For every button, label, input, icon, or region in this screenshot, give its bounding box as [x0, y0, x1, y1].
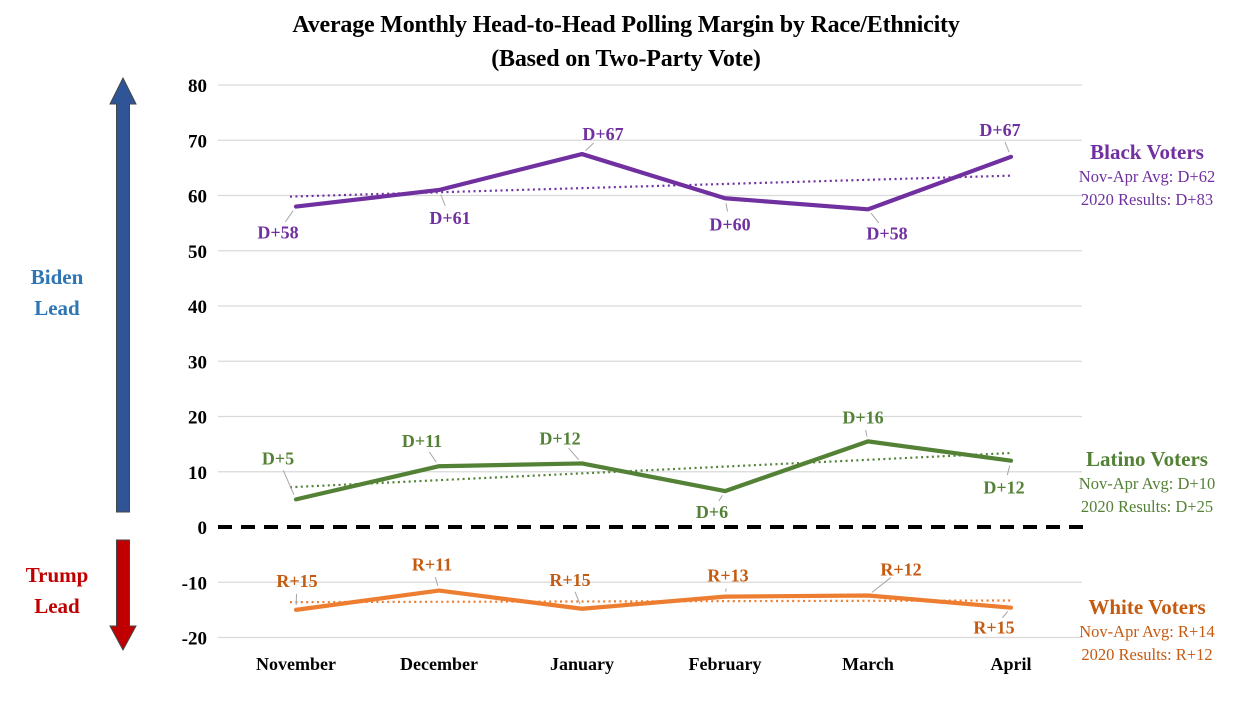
- data-label: R+15: [276, 571, 317, 591]
- trump-lead-annotation: Trump Lead: [2, 560, 112, 622]
- x-tick-label: January: [550, 654, 614, 674]
- data-label-leader: [718, 495, 723, 502]
- biden-lead-line1: Biden: [30, 265, 84, 289]
- x-tick-label: March: [842, 654, 894, 674]
- x-tick-label: February: [689, 654, 762, 674]
- chart-subtitle: (Based on Two-Party Vote): [491, 46, 761, 72]
- legend-black-voters: Black Voters Nov-Apr Avg: D+62 2020 Resu…: [1054, 140, 1240, 211]
- y-tick-label: 80: [188, 76, 207, 97]
- data-label-leader: [282, 470, 295, 495]
- data-label-leader: [574, 591, 581, 605]
- y-tick-label: 10: [188, 463, 207, 484]
- data-label: D+67: [582, 124, 623, 144]
- data-label-leader: [725, 203, 729, 212]
- legend-white-avg: Nov-Apr Avg: R+14: [1079, 622, 1215, 641]
- series-line-black-voters: [293, 151, 1014, 212]
- data-label: D+12: [983, 478, 1024, 498]
- trump-lead-line1: Trump: [25, 563, 89, 587]
- data-label: R+11: [412, 555, 452, 575]
- x-tick-label: December: [400, 654, 478, 674]
- data-label-leader: [428, 451, 437, 463]
- legend-white-results: 2020 Results: R+12: [1081, 645, 1213, 664]
- legend-white-voters: White Voters Nov-Apr Avg: R+14 2020 Resu…: [1054, 595, 1240, 666]
- data-label: D+60: [709, 214, 750, 234]
- data-label: D+67: [979, 120, 1020, 140]
- data-label-leader: [870, 212, 880, 224]
- data-label: R+15: [549, 570, 590, 590]
- legend-latino-avg: Nov-Apr Avg: D+10: [1078, 474, 1216, 493]
- data-label: D+61: [429, 208, 470, 228]
- data-label-leader: [871, 577, 892, 593]
- data-label-leader: [865, 429, 868, 437]
- data-label: D+6: [696, 502, 728, 522]
- data-label: R+15: [973, 618, 1014, 638]
- series-line-white-voters: [293, 588, 1014, 612]
- data-label: R+12: [880, 560, 921, 580]
- y-tick-label: 50: [188, 242, 207, 263]
- data-label-leader: [1004, 141, 1010, 153]
- y-tick-label: 30: [188, 352, 207, 373]
- legend-black-results: 2020 Results: D+83: [1080, 190, 1214, 209]
- data-label: R+13: [707, 566, 748, 586]
- data-label-leader: [568, 447, 580, 461]
- data-label: D+58: [866, 223, 907, 243]
- trendline-white-voters: [289, 599, 1013, 604]
- trump-lead-arrow: [109, 539, 137, 652]
- x-tick-label: November: [256, 654, 336, 674]
- data-label: D+58: [257, 223, 298, 243]
- chart-title-block: Average Monthly Head-to-Head Polling Mar…: [0, 8, 1252, 76]
- x-tick-label: April: [990, 654, 1031, 674]
- trendline-latino-voters: [289, 451, 1013, 489]
- data-label-leader: [1002, 611, 1009, 619]
- legend-latino-heading: Latino Voters: [1086, 447, 1208, 471]
- y-tick-label: 20: [188, 408, 207, 429]
- y-tick-label: 70: [188, 131, 207, 152]
- data-label: D+5: [262, 448, 294, 468]
- legend-latino-results: 2020 Results: D+25: [1080, 497, 1214, 516]
- data-label-leader: [585, 142, 594, 151]
- data-label: D+12: [539, 428, 580, 448]
- y-tick-label: 40: [188, 297, 207, 318]
- data-label-leader: [440, 194, 446, 207]
- data-label-leader: [434, 576, 439, 586]
- chart-title: Average Monthly Head-to-Head Polling Mar…: [292, 12, 960, 38]
- data-label-leader: [284, 210, 294, 223]
- y-tick-label: 60: [188, 187, 207, 208]
- y-tick-label: 0: [198, 518, 208, 539]
- legend-white-heading: White Voters: [1088, 595, 1206, 619]
- data-label-leader: [1006, 465, 1011, 476]
- y-tick-label: -10: [182, 573, 207, 594]
- biden-lead-line2: Lead: [34, 296, 80, 320]
- legend-black-avg: Nov-Apr Avg: D+62: [1078, 167, 1216, 186]
- legend-black-heading: Black Voters: [1090, 140, 1204, 164]
- series-line-latino-voters: [293, 439, 1014, 502]
- data-label: D+11: [402, 431, 442, 451]
- trump-lead-line2: Lead: [34, 594, 80, 618]
- biden-lead-arrow: [109, 76, 137, 513]
- biden-lead-annotation: Biden Lead: [2, 262, 112, 324]
- legend-latino-voters: Latino Voters Nov-Apr Avg: D+10 2020 Res…: [1054, 447, 1240, 518]
- data-label: D+16: [842, 407, 883, 427]
- y-tick-label: -20: [182, 629, 207, 650]
